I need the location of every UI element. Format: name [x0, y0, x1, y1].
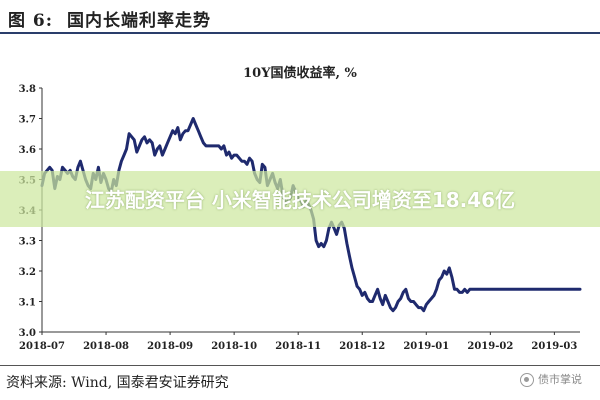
x-tick-label: 2018-08 — [83, 341, 129, 352]
x-tick-label: 2018-09 — [147, 341, 193, 352]
x-tick-label: 2018-11 — [275, 341, 321, 352]
y-tick-label: 3.3 — [19, 237, 36, 248]
chat-bubble-icon — [520, 373, 534, 387]
x-axis-ticks: 2018-07 2018-08 2018-09 2018-10 2018-11 2018-… — [19, 332, 577, 352]
overlay-banner-text: 江苏配资平台 小米智能技术公司增资至18.46亿 — [84, 188, 516, 212]
source-note: 资料来源: Wind, 国泰君安证券研究 — [6, 375, 229, 391]
watermark: 债市掌说 — [520, 371, 582, 387]
header-rule — [0, 32, 600, 34]
y-tick-label: 3.7 — [19, 115, 36, 126]
x-tick-label: 2018-10 — [211, 341, 257, 352]
x-tick-label: 2019-01 — [403, 341, 449, 352]
x-tick-label: 2018-12 — [339, 341, 385, 352]
figure-title: 图 6: 国内长端利率走势 — [8, 6, 225, 31]
overlay-banner — [0, 171, 600, 227]
x-tick-label: 2019-02 — [467, 341, 513, 352]
y-tick-label: 3.0 — [19, 328, 36, 339]
y-tick-label: 3.8 — [19, 84, 36, 95]
figure-label: 图 6: — [8, 11, 54, 31]
watermark-text: 债市掌说 — [538, 373, 582, 386]
chart-title: 10Y国债收益率, % — [243, 66, 357, 81]
y-tick-label: 3.1 — [19, 298, 36, 309]
y-tick-label: 3.2 — [19, 267, 36, 278]
y-tick-label: 3.6 — [19, 145, 36, 156]
figure-heading: 国内长端利率走势 — [67, 11, 212, 31]
x-tick-label: 2019-03 — [531, 341, 577, 352]
footer-rule — [0, 365, 600, 366]
x-tick-label: 2018-07 — [19, 341, 65, 352]
